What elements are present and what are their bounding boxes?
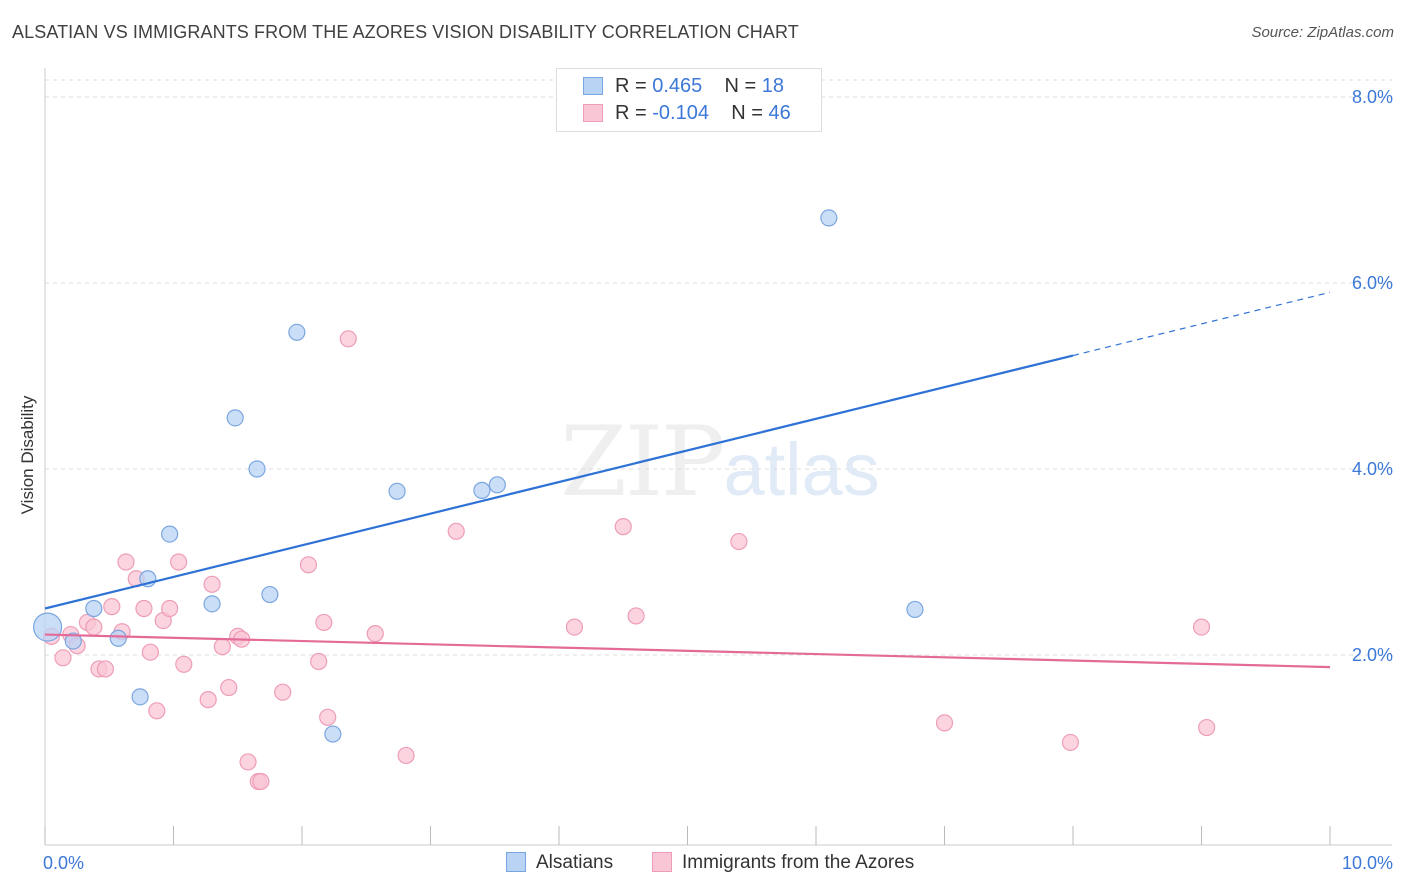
azores-point — [310, 652, 328, 671]
alsatian-point — [288, 323, 306, 341]
legend-n-value: 46 — [768, 102, 791, 124]
azores-point — [299, 556, 318, 574]
azores-point — [274, 683, 292, 701]
bottom-legend-alsatians: Alsatians — [506, 852, 613, 874]
bottom-legend-label-azores: Immigrants from the Azores — [682, 852, 915, 873]
x-tick-label: 10.0% — [1342, 853, 1393, 873]
azores-point — [85, 618, 103, 636]
azores-point — [565, 618, 584, 636]
azores-point — [213, 638, 231, 656]
azores-point — [252, 772, 270, 791]
source-label: Source: ZipAtlas.com — [1251, 24, 1394, 41]
alsatian-point — [161, 525, 179, 543]
chart-title: ALSATIAN VS IMMIGRANTS FROM THE AZORES V… — [12, 22, 799, 42]
legend-r-value: 0.465 — [652, 75, 703, 97]
azores-point — [103, 598, 121, 616]
alsatian-point — [32, 612, 63, 642]
azores-point — [627, 607, 645, 625]
y-tick-label: 6.0% — [1352, 273, 1393, 293]
azores-point — [614, 518, 632, 536]
azores-point — [203, 575, 221, 593]
alsatian-point — [488, 476, 506, 494]
legend-n-label: N = — [724, 75, 762, 97]
azores-point — [397, 746, 415, 765]
alsatian-point — [203, 595, 221, 613]
azores-point — [366, 625, 384, 643]
legend-n-label: N = — [731, 102, 769, 124]
azores-point — [96, 660, 114, 678]
alsatian-point — [324, 725, 342, 743]
azores-point — [1061, 733, 1080, 752]
azores-point — [141, 643, 159, 661]
legend-n-value: 18 — [761, 75, 785, 97]
alsatian-point — [388, 482, 406, 500]
legend-r-label: R = — [615, 75, 653, 97]
azores-point — [935, 714, 954, 732]
legend-swatch-alsatians — [583, 77, 603, 95]
correlation-legend: R = 0.465 N = 18 R = -0.104 N = 46 — [556, 68, 822, 132]
bottom-legend-swatch-azores — [652, 852, 672, 872]
alsatian-point — [226, 409, 244, 427]
legend-swatch-azores — [583, 104, 603, 122]
alsatian-point — [473, 481, 491, 499]
azores-point — [1192, 618, 1211, 636]
azores-point — [1198, 718, 1216, 737]
y-tick-label: 8.0% — [1352, 87, 1393, 107]
azores-point — [220, 678, 238, 697]
bottom-legend-swatch-alsatians — [506, 852, 526, 872]
alsatian-point — [820, 209, 838, 227]
azores-point — [135, 599, 153, 618]
azores-point — [315, 613, 333, 632]
azores-point — [117, 553, 135, 571]
legend-r-value: -0.104 — [652, 102, 709, 124]
alsatian-point — [906, 600, 924, 619]
y-tick-label: 2.0% — [1352, 645, 1393, 665]
bottom-legend-label-alsatians: Alsatians — [536, 852, 614, 873]
alsatian-point — [109, 629, 127, 647]
alsatian-point — [261, 585, 279, 604]
legend-r-label: R = — [615, 102, 653, 124]
y-tick-label: 4.0% — [1352, 459, 1393, 479]
azores-point — [730, 532, 748, 551]
azores-point — [447, 522, 465, 540]
azores-point — [175, 655, 193, 673]
azores-point — [199, 691, 217, 709]
alsatian-point — [64, 632, 82, 650]
alsatian-trendline-extension — [1072, 291, 1331, 357]
azores-trendline — [44, 633, 1331, 669]
azores-point — [161, 599, 179, 618]
azores-point — [239, 753, 257, 771]
x-tick-label: 0.0% — [43, 853, 84, 873]
azores-point — [148, 702, 166, 720]
alsatian-point — [85, 599, 103, 618]
azores-point — [54, 649, 72, 667]
bottom-legend-azores: Immigrants from the Azores — [652, 852, 914, 874]
azores-point — [319, 708, 337, 726]
alsatian-trendline — [44, 354, 1074, 610]
azores-point — [170, 553, 188, 571]
alsatian-point — [131, 688, 149, 706]
alsatian-point — [248, 460, 266, 478]
azores-point — [339, 330, 357, 348]
